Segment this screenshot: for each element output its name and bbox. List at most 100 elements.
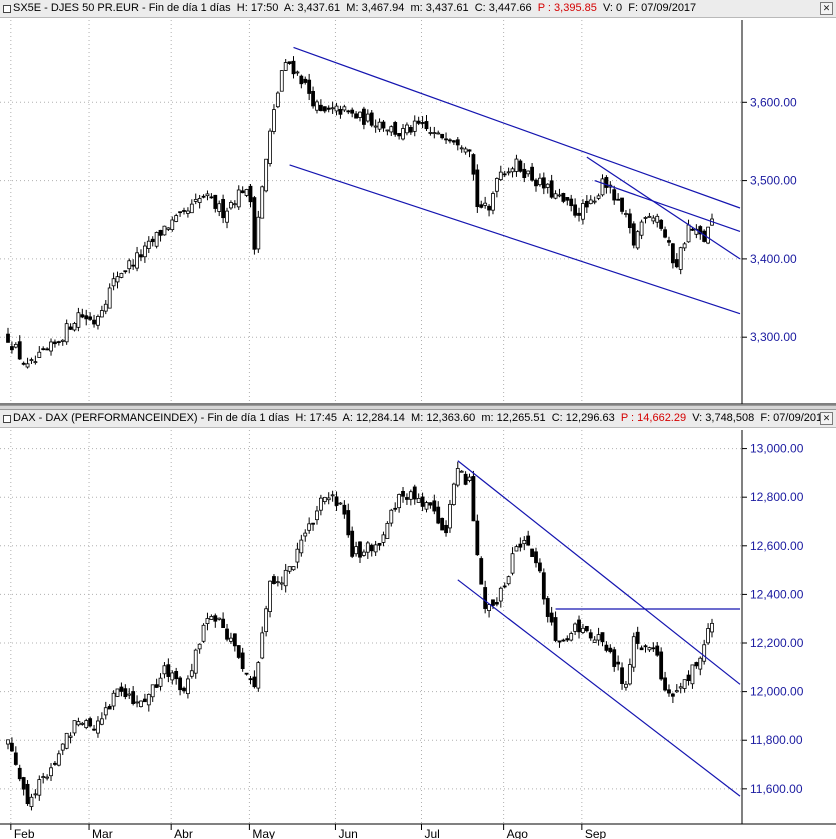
candle	[362, 106, 366, 130]
candle	[401, 124, 405, 141]
candle	[502, 582, 507, 589]
candle-body	[639, 647, 644, 651]
candle	[299, 74, 304, 89]
candle-body	[530, 166, 534, 181]
trendline[interactable]	[594, 180, 741, 233]
candle-body	[315, 510, 319, 521]
candle	[178, 211, 182, 217]
candle	[53, 760, 57, 766]
candle	[416, 493, 421, 503]
candle-body	[588, 632, 593, 639]
candle	[584, 195, 589, 214]
candle	[620, 197, 624, 215]
candle	[710, 618, 714, 638]
candle	[624, 210, 628, 218]
candle-body	[45, 348, 50, 351]
candle-body	[659, 219, 664, 229]
close-icon[interactable]: ✕	[820, 2, 833, 15]
candle	[6, 327, 10, 343]
candle-body	[283, 62, 288, 71]
candle-body	[229, 202, 233, 209]
candle-body	[127, 693, 132, 696]
candle	[291, 56, 296, 79]
dax-panel: DAX - DAX (PERFORMANCEINDEX) - Fin de dí…	[0, 410, 836, 839]
candle	[182, 686, 186, 694]
candle	[107, 283, 112, 309]
candle-body	[655, 215, 660, 223]
candle-body	[236, 189, 241, 208]
candle-body	[330, 494, 335, 497]
candle-body	[362, 551, 366, 556]
candle	[553, 611, 558, 643]
candle-body	[635, 631, 640, 644]
candle-body	[534, 179, 538, 187]
close-icon[interactable]: ✕	[820, 412, 833, 425]
candle	[635, 626, 640, 650]
panel-marker-icon[interactable]	[3, 5, 11, 13]
candle-body	[358, 111, 362, 118]
candle	[451, 139, 456, 145]
candle-body	[487, 604, 491, 611]
candle	[49, 763, 53, 782]
candle-body	[37, 779, 42, 796]
candle-body	[178, 677, 182, 691]
candle-body	[631, 223, 636, 246]
candle	[68, 323, 73, 330]
candle-body	[350, 109, 355, 114]
trendline[interactable]	[457, 460, 741, 685]
candle	[647, 646, 652, 653]
candle	[686, 670, 691, 686]
candle-body	[45, 776, 50, 779]
candle	[455, 461, 460, 488]
candle	[588, 629, 593, 641]
candle-body	[68, 326, 73, 330]
header-volume: V: 0	[602, 2, 623, 14]
candle-body	[631, 636, 636, 668]
candle	[381, 120, 386, 132]
candle	[584, 625, 589, 633]
trendline[interactable]	[586, 156, 741, 260]
candle-body	[252, 197, 257, 250]
candle	[455, 137, 460, 151]
candle	[616, 655, 621, 671]
candle	[131, 686, 136, 706]
candle-body	[338, 108, 343, 115]
candle	[154, 231, 159, 249]
candle-body	[674, 690, 679, 693]
candle	[483, 580, 488, 614]
header-price: P : 14,662.29	[620, 412, 687, 424]
trendline[interactable]	[457, 579, 741, 797]
panel-divider[interactable]	[0, 405, 836, 410]
candle-body	[111, 278, 116, 287]
candle-body	[330, 107, 335, 110]
trendlines[interactable]	[289, 46, 741, 315]
candle	[272, 104, 276, 135]
candle-body	[448, 139, 452, 142]
candle-body	[643, 645, 648, 648]
candle-body	[710, 622, 714, 633]
candle-body	[604, 177, 609, 188]
candle-body	[303, 532, 308, 537]
candle	[674, 253, 679, 269]
candle-body	[608, 647, 613, 653]
candle-body	[232, 203, 237, 206]
y-tick-label: 12,800.00	[750, 490, 804, 504]
candle	[240, 186, 245, 194]
candle-body	[698, 226, 703, 235]
candle	[178, 676, 182, 696]
candle-body	[369, 544, 374, 552]
candle-body	[522, 539, 527, 545]
candle	[545, 183, 550, 194]
panel-marker-icon[interactable]	[3, 415, 11, 423]
candle	[573, 198, 578, 218]
trendline[interactable]	[289, 164, 741, 315]
candle-body	[502, 173, 507, 176]
candle-body	[307, 523, 312, 531]
candle-body	[584, 200, 589, 208]
candle	[545, 596, 550, 623]
trendlines[interactable]	[457, 460, 741, 797]
candle-body	[420, 122, 425, 124]
candle	[491, 191, 495, 215]
candle-body	[80, 722, 85, 725]
trendline[interactable]	[293, 46, 741, 209]
